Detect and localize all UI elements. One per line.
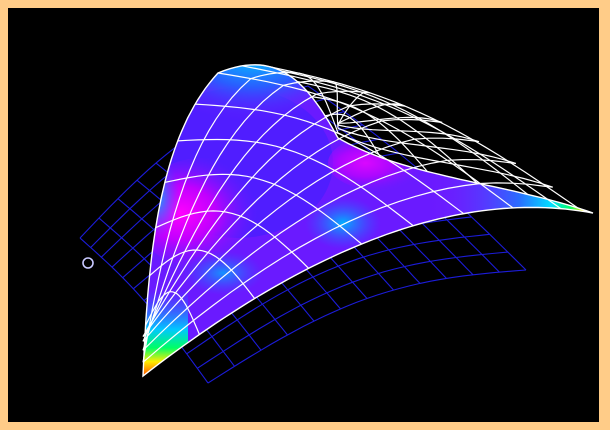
deformed-mesh-line [262,64,578,209]
deformed-mesh-line [177,138,414,227]
undeformed-mesh-line [207,269,527,384]
deformed-mesh-line [145,291,200,335]
deformed-mesh-line [142,90,371,342]
deformed-mesh-line [142,127,517,351]
deformed-mesh-line [164,173,362,245]
deformed-mesh-line [142,132,553,363]
undeformed-mesh-line [186,233,490,355]
deformed-mesh-line [142,116,443,337]
deformed-mesh-line [149,249,256,299]
fem-3d-viewport[interactable] [8,8,599,422]
deformed-mesh-line [142,103,406,337]
deformed-mesh-line [155,210,310,269]
undeformed-mesh-line [307,85,527,271]
deformed-mesh-line [280,70,528,195]
deformed-mesh-line [195,103,465,215]
deformed-mesh-line [241,65,562,210]
deformed-mesh-line [142,124,480,342]
deformed-mesh-line [324,113,381,158]
deformed-mesh-line [296,80,478,184]
undeformed-mesh-line [196,251,508,369]
deformed-mesh-line [142,71,339,363]
deformed-surface [142,64,594,378]
deformed-mesh-line [311,96,428,172]
node-marker[interactable] [82,257,94,269]
deformed-mesh-grid [142,64,578,363]
scene-canvas[interactable] [8,8,599,422]
deformed-mesh-line [142,80,339,351]
